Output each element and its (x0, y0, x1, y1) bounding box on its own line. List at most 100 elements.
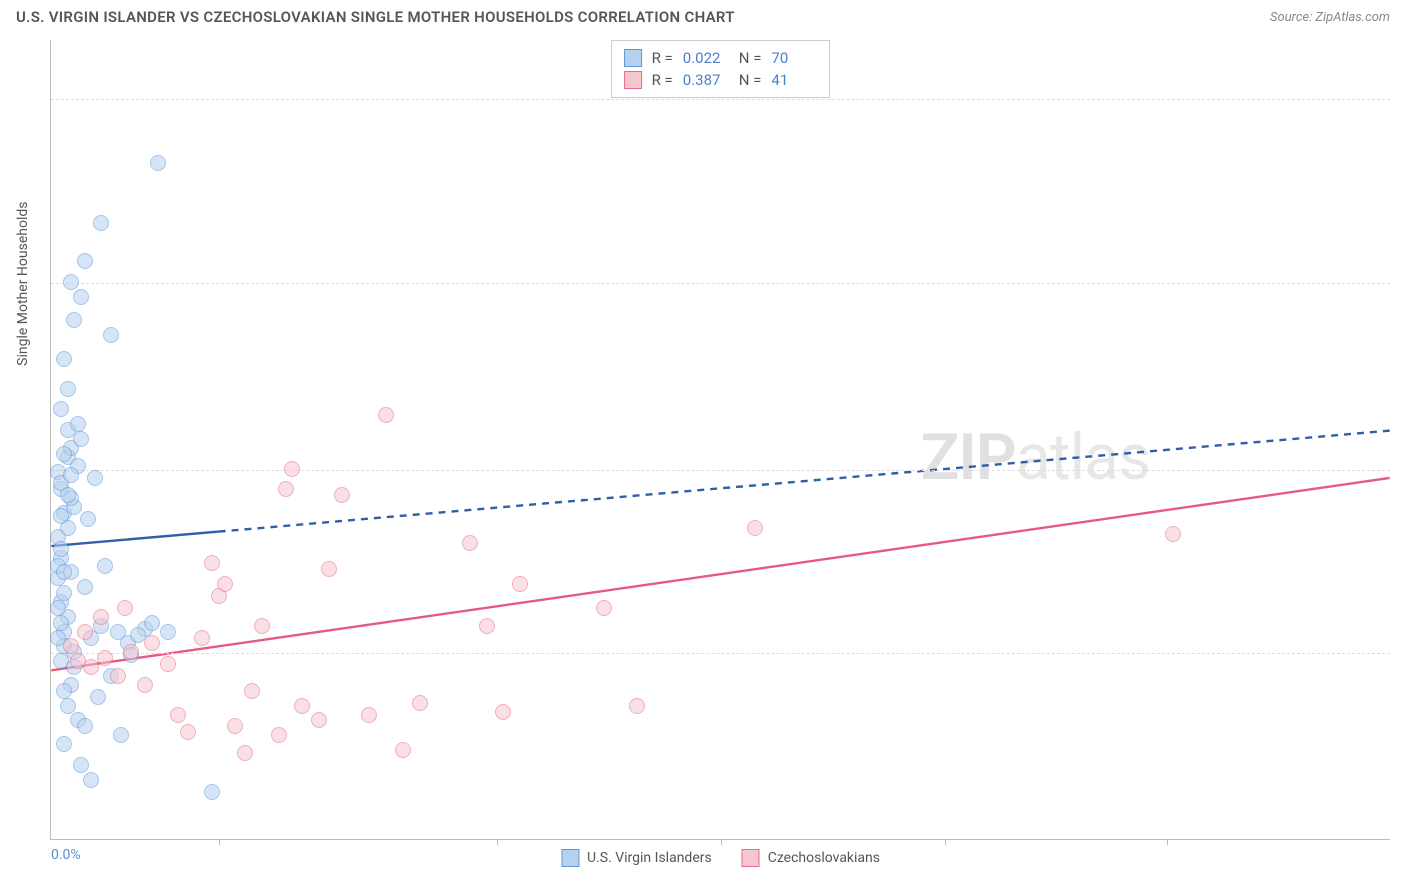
chart-container: Single Mother Households ZIPatlas R =0.0… (50, 40, 1390, 840)
legend-label: U.S. Virgin Islanders (587, 850, 712, 866)
data-point-czech (110, 668, 126, 684)
data-point-usvi (113, 727, 129, 743)
data-point-usvi (60, 381, 76, 397)
data-point-usvi (204, 784, 220, 800)
gridline-h (51, 470, 1390, 471)
data-point-czech (334, 487, 350, 503)
x-axis-min-label: 0.0% (51, 847, 81, 863)
data-point-usvi (53, 615, 69, 631)
legend-item: U.S. Virgin Islanders (561, 849, 712, 867)
y-axis-label: Single Mother Households (15, 202, 31, 366)
data-point-czech (170, 707, 186, 723)
legend-swatch (742, 849, 760, 867)
chart-title: U.S. VIRGIN ISLANDER VS CZECHOSLOVAKIAN … (16, 8, 735, 26)
data-point-czech (160, 656, 176, 672)
data-point-usvi (73, 757, 89, 773)
plot-area: Single Mother Households ZIPatlas R =0.0… (50, 40, 1390, 840)
data-point-usvi (73, 431, 89, 447)
data-point-czech (93, 609, 109, 625)
data-point-usvi (66, 312, 82, 328)
data-point-usvi (63, 274, 79, 290)
data-point-czech (63, 638, 79, 654)
data-point-czech (1165, 526, 1181, 542)
data-point-usvi (60, 698, 76, 714)
data-point-czech (412, 695, 428, 711)
data-point-czech (278, 481, 294, 497)
stats-row-usvi: R =0.022N =70 (624, 47, 818, 69)
chart-header: U.S. VIRGIN ISLANDER VS CZECHOSLOVAKIAN … (0, 0, 1406, 30)
data-point-usvi (97, 558, 113, 574)
data-point-usvi (150, 155, 166, 171)
data-point-czech (747, 520, 763, 536)
x-tick (1167, 839, 1168, 845)
data-point-usvi (63, 467, 79, 483)
data-point-usvi (80, 511, 96, 527)
data-point-usvi (77, 718, 93, 734)
legend-swatch (561, 849, 579, 867)
gridline-h (51, 653, 1390, 654)
data-point-czech (321, 561, 337, 577)
data-point-usvi (56, 351, 72, 367)
stat-r-value: 0.022 (683, 49, 729, 67)
data-point-usvi (83, 772, 99, 788)
data-point-czech (77, 624, 93, 640)
swatch-usvi (624, 49, 642, 67)
stat-n-value: 70 (771, 49, 817, 67)
x-tick (219, 839, 220, 845)
data-point-czech (117, 600, 133, 616)
data-point-czech (254, 618, 270, 634)
series-legend: U.S. Virgin Islanders Czechoslovakians (561, 849, 880, 867)
data-point-czech (144, 635, 160, 651)
data-point-czech (395, 742, 411, 758)
legend-item: Czechoslovakians (742, 849, 880, 867)
data-point-czech (227, 718, 243, 734)
data-point-usvi (60, 487, 76, 503)
legend-label: Czechoslovakians (768, 850, 880, 866)
data-point-czech (137, 677, 153, 693)
stat-r-value: 0.387 (683, 71, 729, 89)
data-point-usvi (144, 615, 160, 631)
data-point-usvi (56, 446, 72, 462)
data-point-czech (123, 644, 139, 660)
data-point-czech (378, 407, 394, 423)
trend-line-usvi (51, 532, 218, 546)
data-point-usvi (56, 736, 72, 752)
data-point-czech (217, 576, 233, 592)
data-point-usvi (160, 624, 176, 640)
data-point-czech (479, 618, 495, 634)
data-point-czech (97, 650, 113, 666)
swatch-czech (624, 71, 642, 89)
stat-n-label: N = (739, 71, 762, 89)
data-point-czech (361, 707, 377, 723)
stat-r-label: R = (652, 71, 673, 89)
gridline-h (51, 283, 1390, 284)
stats-row-czech: R = 0.387 N = 41 (624, 69, 818, 91)
trend-lines-svg (51, 40, 1390, 839)
data-point-usvi (87, 470, 103, 486)
x-tick (497, 839, 498, 845)
trend-line-usvi-dashed (219, 431, 1390, 532)
data-point-czech (512, 576, 528, 592)
data-point-czech (237, 745, 253, 761)
data-point-usvi (90, 689, 106, 705)
data-point-usvi (56, 564, 72, 580)
data-point-usvi (70, 416, 86, 432)
data-point-usvi (53, 508, 69, 524)
data-point-usvi (50, 600, 66, 616)
data-point-czech (294, 698, 310, 714)
stat-n-value: 41 (771, 71, 817, 89)
data-point-usvi (53, 401, 69, 417)
data-point-czech (194, 630, 210, 646)
data-point-czech (495, 704, 511, 720)
data-point-usvi (93, 215, 109, 231)
data-point-usvi (77, 579, 93, 595)
data-point-usvi (103, 327, 119, 343)
data-point-czech (271, 727, 287, 743)
data-point-czech (204, 555, 220, 571)
data-point-usvi (56, 585, 72, 601)
data-point-usvi (77, 253, 93, 269)
data-point-czech (462, 535, 478, 551)
stat-r-label: R = (652, 49, 673, 67)
data-point-usvi (53, 541, 69, 557)
data-point-czech (180, 724, 196, 740)
